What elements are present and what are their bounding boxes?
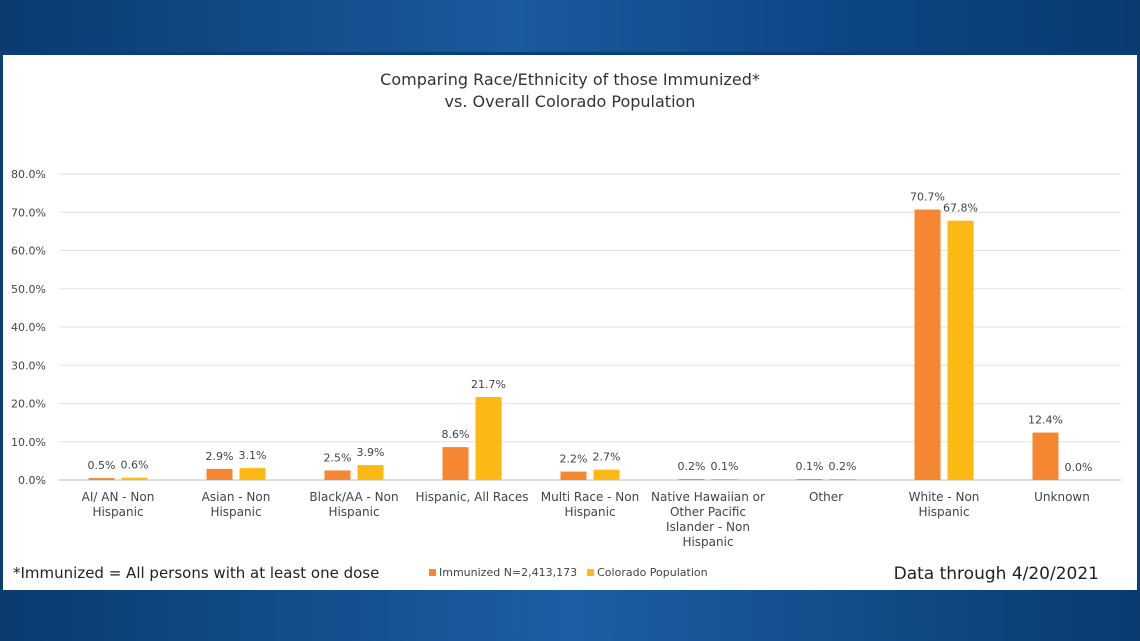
data-through-date: Data through 4/20/2021 bbox=[893, 564, 1099, 584]
x-category-label-line: Hispanic, All Races bbox=[415, 490, 529, 504]
x-category-label-line: Hispanic bbox=[682, 535, 734, 549]
data-label: 0.2% bbox=[829, 460, 857, 473]
y-tick-label: 80.0% bbox=[11, 168, 46, 181]
x-category-label: Native Hawaiian or Other Pacific Islander … bbox=[649, 490, 767, 550]
x-category-label-line: Hispanic bbox=[328, 505, 380, 519]
bar bbox=[829, 479, 856, 480]
legend: Immunized N=2,413,173 Colorado Populatio… bbox=[429, 566, 708, 579]
data-label: 2.7% bbox=[593, 451, 621, 464]
data-label: 8.6% bbox=[442, 428, 470, 441]
bar bbox=[947, 220, 974, 481]
x-category-label-line: Black/AA - Non bbox=[309, 490, 399, 504]
bar bbox=[239, 468, 266, 480]
x-category-label: Hispanic, All Races bbox=[413, 490, 531, 505]
broadcast-top-band bbox=[0, 0, 1140, 52]
chart-title-line-1: Comparing Race/Ethnicity of those Immuni… bbox=[380, 70, 760, 89]
chart-slide: Comparing Race/Ethnicity of those Immuni… bbox=[3, 55, 1137, 590]
bar bbox=[593, 469, 620, 480]
bar bbox=[560, 471, 587, 480]
bar bbox=[324, 470, 351, 480]
data-label: 0.1% bbox=[711, 460, 739, 473]
data-label: 0.6% bbox=[121, 459, 149, 472]
bar bbox=[121, 477, 148, 480]
x-category-label-line: AI/ AN - Non bbox=[81, 490, 155, 504]
broadcast-bottom-band bbox=[0, 590, 1140, 641]
y-tick-label: 40.0% bbox=[11, 321, 46, 334]
y-tick-label: 20.0% bbox=[11, 398, 46, 411]
x-category-label-line: Hispanic bbox=[210, 505, 262, 519]
bar-chart: 0.0% 10.0% 20.0% 30.0% 40.0% 50.0% 60.0% 70.0% 8… bbox=[11, 168, 1121, 487]
x-category-label: Other bbox=[767, 490, 885, 505]
bar bbox=[796, 479, 823, 480]
legend-label-immunized: Immunized N=2,413,173 bbox=[439, 566, 578, 579]
bar bbox=[206, 468, 233, 480]
chart-title: Comparing Race/Ethnicity of those Immuni… bbox=[3, 69, 1137, 113]
bar bbox=[914, 209, 941, 480]
y-tick-label: 0.0% bbox=[18, 474, 46, 487]
x-category-label-line: Other Pacific bbox=[669, 505, 747, 519]
data-label: 67.8% bbox=[943, 202, 978, 215]
bar bbox=[475, 396, 502, 480]
x-category-label-line: Native Hawaiian or bbox=[651, 490, 765, 504]
x-category-label-line: Asian - Non bbox=[201, 490, 271, 504]
y-tick-label: 60.0% bbox=[11, 245, 46, 258]
x-category-label-line: Hispanic bbox=[92, 505, 144, 519]
legend-item-immunized: Immunized N=2,413,173 bbox=[429, 566, 577, 579]
x-category-label: Asian - Non Hispanic bbox=[177, 490, 295, 520]
legend-label-population: Colorado Population bbox=[597, 566, 708, 579]
x-category-label-line: Hispanic bbox=[918, 505, 970, 519]
bar bbox=[357, 465, 384, 480]
data-label: 2.2% bbox=[560, 453, 588, 466]
bar bbox=[1032, 432, 1059, 480]
data-label: 21.7% bbox=[471, 378, 506, 391]
data-label: 0.2% bbox=[678, 460, 706, 473]
legend-item-population: Colorado Population bbox=[587, 566, 708, 579]
x-category-label: AI/ AN - Non Hispanic bbox=[59, 490, 177, 520]
y-tick-label: 70.0% bbox=[11, 206, 46, 219]
data-label: 2.9% bbox=[206, 450, 234, 463]
y-tick-label: 30.0% bbox=[11, 359, 46, 372]
data-label: 70.7% bbox=[910, 191, 945, 204]
footnote: *Immunized = All persons with at least o… bbox=[13, 564, 380, 582]
x-category-label: White - Non Hispanic bbox=[885, 490, 1003, 520]
bar bbox=[678, 479, 705, 480]
data-label: 3.1% bbox=[239, 449, 267, 462]
x-category-label-line: Multi Race - Non bbox=[540, 490, 640, 504]
x-category-label: Multi Race - Non Hispanic bbox=[531, 490, 649, 520]
chart-title-line-2: vs. Overall Colorado Population bbox=[444, 92, 696, 111]
y-tick-label: 10.0% bbox=[11, 436, 46, 449]
data-label: 12.4% bbox=[1028, 414, 1063, 427]
legend-swatch-immunized bbox=[429, 569, 436, 576]
x-category-label-line: Hispanic bbox=[564, 505, 616, 519]
x-category-label-line: Islander - Non bbox=[666, 520, 750, 534]
x-category-label: Black/AA - Non Hispanic bbox=[295, 490, 413, 520]
data-label: 0.0% bbox=[1065, 461, 1093, 474]
data-label: 0.5% bbox=[88, 459, 116, 472]
bar bbox=[711, 479, 738, 480]
x-category-label-line: Unknown bbox=[1034, 490, 1090, 504]
bar bbox=[88, 478, 115, 480]
data-label: 2.5% bbox=[324, 451, 352, 464]
x-category-label: Unknown bbox=[1003, 490, 1121, 505]
data-label: 3.9% bbox=[357, 446, 385, 459]
x-category-label-line: Other bbox=[808, 490, 844, 504]
data-label: 0.1% bbox=[796, 460, 824, 473]
bar bbox=[442, 447, 469, 480]
y-tick-label: 50.0% bbox=[11, 283, 46, 296]
legend-swatch-population bbox=[587, 569, 595, 576]
x-category-label-line: White - Non bbox=[908, 490, 980, 504]
